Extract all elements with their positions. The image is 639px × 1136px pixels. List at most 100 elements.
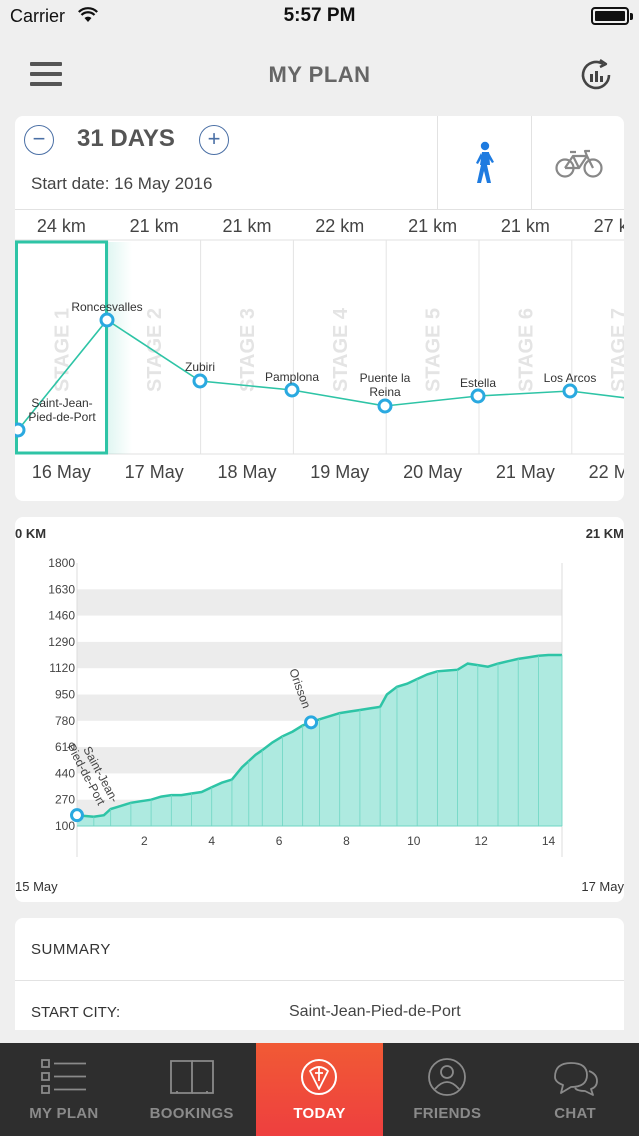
start-date[interactable]: Start date: 16 May 2016: [31, 174, 213, 193]
waypoint-node: [70, 808, 84, 823]
stage-label: STAGE 6: [515, 308, 537, 392]
stage-city-label: Roncesvalles: [71, 300, 142, 314]
start-city-label: START CITY:: [31, 1004, 121, 1021]
y-tick-label: 1800: [48, 556, 75, 570]
stage-city-label: Los Arcos: [544, 371, 597, 385]
stage-label: STAGE 3: [237, 308, 259, 392]
battery-icon: [591, 7, 633, 25]
stage-date: 22 May: [589, 462, 624, 482]
x-tick-label: 12: [474, 834, 488, 848]
elevation-end-date: 17 May: [581, 879, 624, 894]
elevation-end-distance: 21 KM: [585, 526, 624, 541]
stage-distance: 24 km: [37, 216, 86, 236]
stage-label: STAGE 7: [608, 308, 624, 392]
stage-distance: 27 km: [594, 216, 624, 236]
book-icon: [169, 1060, 214, 1094]
stage-distance: 22 km: [315, 216, 364, 236]
tab-label: TODAY: [293, 1105, 346, 1122]
top-nav: MY PLAN: [0, 34, 639, 116]
stage-date: 18 May: [217, 462, 276, 482]
stage-city-node: [284, 382, 300, 398]
stage-city-label: Zubiri: [185, 360, 215, 374]
pilgrim-shell-icon: [301, 1059, 338, 1095]
days-count: 31 DAYS: [77, 125, 175, 152]
tab-label: MY PLAN: [29, 1105, 99, 1122]
x-tick-label: 6: [276, 834, 283, 848]
y-tick-label: 1630: [48, 582, 75, 596]
stage-label: STAGE 2: [144, 308, 166, 392]
start-city-value: Saint-Jean-Pied-de-Port: [289, 1003, 461, 1020]
y-tick-label: 610: [55, 740, 75, 754]
y-tick-label: 100: [55, 819, 75, 833]
stage-city-label: Saint-Jean-Pied-de-Port: [28, 396, 96, 424]
list-icon: [40, 1059, 86, 1094]
stage-city-label: Estella: [460, 376, 496, 390]
stage-date: 20 May: [403, 462, 462, 482]
increase-days-button[interactable]: +: [199, 125, 229, 155]
stage-distance: 21 km: [408, 216, 457, 236]
stage-label: STAGE 1: [51, 308, 73, 392]
decrease-days-button[interactable]: −: [24, 125, 54, 155]
stage-distance: 21 km: [130, 216, 179, 236]
tab-chat[interactable]: CHAT: [511, 1043, 639, 1136]
summary-title: SUMMARY: [31, 941, 111, 958]
summary-divider: [15, 980, 624, 981]
cycling-mode-button[interactable]: [531, 116, 624, 209]
x-tick-label: 4: [208, 834, 215, 848]
tab-today[interactable]: TODAY: [255, 1043, 384, 1136]
stage-date: 17 May: [125, 462, 184, 482]
x-tick-label: 14: [542, 834, 556, 848]
tab-label: FRIENDS: [413, 1105, 482, 1122]
stage-city-label: Pamplona: [265, 370, 319, 384]
summary-card: SUMMARY START CITY: Saint-Jean-Pied-de-P…: [15, 918, 624, 1030]
carrier-label: Carrier: [10, 6, 66, 26]
stage-city-node: [15, 422, 26, 438]
stage-timeline[interactable]: 24 km STAGE 1 16 May 21 km STAGE 2 17 May 21 k…: [15, 210, 624, 501]
page-title: MY PLAN: [268, 62, 371, 87]
stage-label: STAGE 5: [423, 308, 445, 392]
tab-bookings[interactable]: BOOKINGS: [128, 1043, 256, 1136]
y-tick-label: 270: [55, 793, 75, 807]
stage-city-node: [192, 373, 208, 389]
elevation-band: [77, 641, 562, 669]
tab-bar: MY PLAN BOOKINGS TODAY FRIENDS: [0, 1043, 639, 1136]
y-tick-label: 440: [55, 766, 75, 780]
stage-city-node: [562, 383, 578, 399]
y-tick-label: 1460: [48, 609, 75, 623]
tab-label: CHAT: [554, 1105, 596, 1122]
sync-stats-icon[interactable]: [579, 58, 613, 92]
bicycle-icon: [554, 149, 603, 178]
route-line: [17, 318, 624, 431]
tab-my-plan[interactable]: MY PLAN: [0, 1043, 128, 1136]
walking-mode-button[interactable]: [437, 116, 531, 209]
wifi-icon: [78, 7, 98, 22]
stage-date: 19 May: [310, 462, 369, 482]
plan-card: − 31 DAYS + Start date: 16 May 2016 24 k…: [15, 116, 624, 501]
y-tick-label: 950: [55, 688, 75, 702]
stage-city-label: Puente la Reina: [360, 371, 411, 399]
plan-header: − 31 DAYS + Start date: 16 May 2016: [15, 116, 624, 210]
person-icon: [428, 1058, 467, 1096]
elevation-start-date: 15 May: [15, 879, 58, 894]
stage-label: STAGE 4: [330, 307, 352, 392]
status-bar: Carrier 5:57 PM: [0, 0, 639, 34]
y-tick-label: 1290: [48, 635, 75, 649]
stage-city-node: [470, 388, 486, 404]
stage-distance: 21 km: [222, 216, 271, 236]
x-tick-label: 10: [407, 834, 421, 848]
waypoint-node: [304, 715, 319, 730]
stage-distance: 21 km: [501, 216, 550, 236]
x-tick-label: 2: [141, 834, 148, 848]
tab-label: BOOKINGS: [149, 1105, 234, 1122]
hamburger-menu-icon[interactable]: [30, 62, 62, 86]
stage-date: 21 May: [496, 462, 555, 482]
stage-city-node: [99, 312, 115, 328]
selected-stage-frame: [15, 240, 108, 455]
tab-friends[interactable]: FRIENDS: [383, 1043, 511, 1136]
stage-date: 16 May: [32, 462, 91, 482]
selected-stage-glow: [107, 242, 132, 454]
x-tick-label: 8: [343, 834, 350, 848]
elevation-start-distance: 0 KM: [15, 526, 47, 541]
chat-bubbles-icon: [554, 1062, 598, 1096]
